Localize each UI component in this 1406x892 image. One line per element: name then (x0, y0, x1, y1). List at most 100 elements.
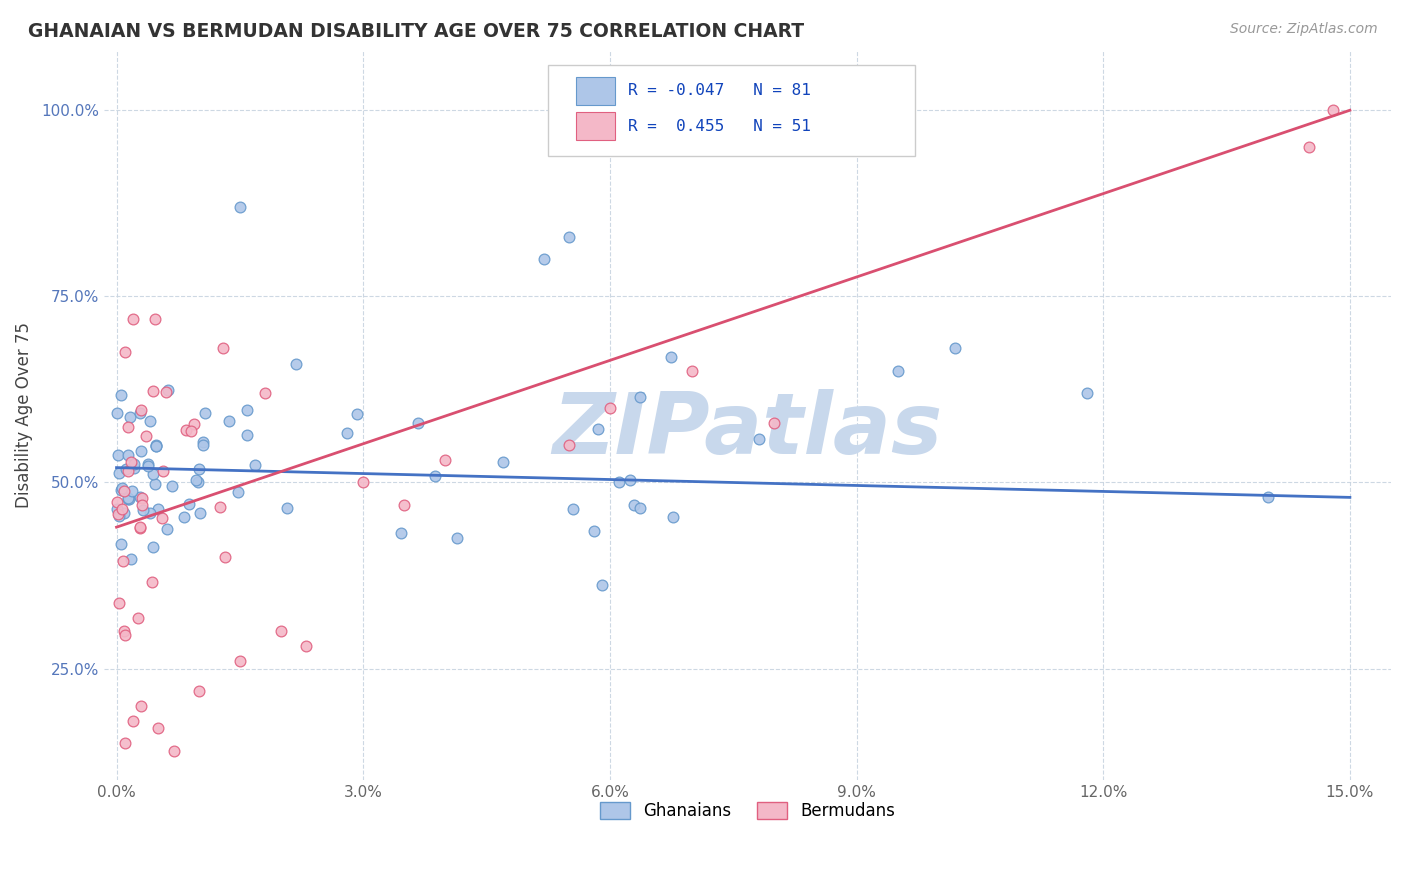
Point (156, 383, 179, 397)
Point (117, 420, 139, 434)
Point (131, 444, 153, 458)
Point (183, 417, 205, 432)
Point (406, 417, 429, 431)
Point (118, 410, 141, 425)
Point (184, 473, 207, 487)
Point (943, 342, 966, 356)
Point (117, 492, 139, 507)
Point (1322, 103, 1344, 118)
Point (628, 500, 651, 515)
FancyBboxPatch shape (576, 112, 614, 140)
Point (176, 423, 198, 437)
Point (253, 386, 276, 401)
Point (110, 502, 132, 516)
Point (141, 384, 163, 398)
Point (285, 357, 308, 371)
Point (120, 552, 142, 566)
Point (492, 455, 515, 469)
Point (117, 448, 139, 462)
Point (619, 473, 641, 487)
Point (108, 466, 131, 480)
Point (105, 405, 128, 419)
Point (110, 387, 132, 401)
Y-axis label: Disability Age Over 75: Disability Age Over 75 (15, 323, 32, 508)
Point (558, 438, 581, 452)
Point (110, 537, 132, 551)
Point (118, 491, 141, 506)
Point (661, 350, 683, 364)
Point (131, 502, 153, 516)
Point (107, 508, 129, 523)
Point (352, 475, 374, 490)
Point (145, 438, 167, 452)
Point (152, 464, 174, 478)
Text: Source: ZipAtlas.com: Source: ZipAtlas.com (1230, 22, 1378, 37)
Point (748, 432, 770, 446)
Point (110, 481, 132, 495)
Point (122, 457, 145, 471)
Point (146, 721, 169, 735)
Point (136, 459, 159, 474)
Text: R =  0.455   N = 51: R = 0.455 N = 51 (628, 119, 811, 134)
Point (218, 413, 240, 427)
Point (114, 462, 136, 476)
Point (270, 624, 292, 639)
Point (122, 461, 145, 475)
Point (229, 654, 252, 668)
Point (146, 501, 169, 516)
Point (112, 624, 135, 639)
Point (173, 510, 195, 524)
Point (160, 479, 183, 493)
Point (131, 491, 153, 505)
Point (533, 252, 555, 267)
Point (117, 491, 139, 505)
Point (446, 532, 468, 546)
Point (1298, 140, 1320, 154)
Point (142, 467, 165, 481)
Point (120, 455, 142, 469)
Point (187, 684, 209, 698)
Point (628, 390, 651, 404)
Point (228, 485, 250, 500)
Point (114, 344, 136, 359)
Point (194, 406, 217, 420)
Point (122, 311, 145, 326)
Point (599, 401, 621, 415)
Point (177, 498, 200, 512)
Point (209, 500, 232, 514)
Point (886, 364, 908, 378)
Point (138, 457, 160, 471)
Point (434, 453, 457, 467)
Point (105, 502, 128, 516)
Point (121, 484, 143, 499)
FancyBboxPatch shape (548, 65, 915, 156)
Point (188, 462, 211, 476)
Point (114, 627, 136, 641)
Text: GHANAIAN VS BERMUDAN DISABILITY AGE OVER 75 CORRELATION CHART: GHANAIAN VS BERMUDAN DISABILITY AGE OVER… (28, 22, 804, 41)
Point (127, 611, 149, 625)
Point (145, 439, 167, 453)
Point (163, 743, 186, 757)
Point (122, 714, 145, 728)
Point (129, 698, 152, 713)
FancyBboxPatch shape (576, 77, 614, 104)
Point (156, 522, 179, 536)
Point (346, 408, 368, 422)
Point (112, 554, 135, 568)
Point (236, 427, 259, 442)
Point (139, 506, 162, 520)
Legend: Ghanaians, Bermudans: Ghanaians, Bermudans (593, 795, 901, 827)
Point (243, 458, 266, 473)
Point (129, 490, 152, 504)
Point (389, 526, 412, 541)
Point (214, 549, 236, 564)
Point (129, 405, 152, 419)
Point (108, 596, 131, 610)
Point (1257, 491, 1279, 505)
Point (558, 229, 581, 244)
Point (681, 364, 703, 378)
Point (117, 464, 139, 478)
Point (229, 200, 252, 214)
Point (187, 475, 209, 490)
Point (112, 483, 135, 498)
